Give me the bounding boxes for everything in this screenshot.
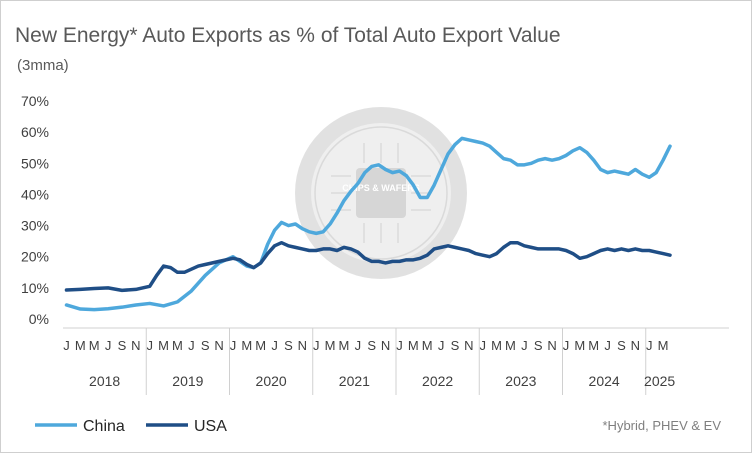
x-month-label: S [617,338,626,353]
y-tick-label: 10% [21,280,49,296]
x-month-label: M [172,338,183,353]
x-month-label: M [574,338,585,353]
x-month-label: M [158,338,169,353]
x-month-label: N [631,338,640,353]
x-month-label: N [298,338,307,353]
y-axis: 0% 10% 20% 30% 40% 50% 60% 70% [21,93,49,327]
x-year-label: 2024 [589,373,620,389]
x-year-label: 2023 [505,373,536,389]
y-tick-label: 50% [21,155,49,171]
x-month-label: M [339,338,350,353]
y-tick-label: 20% [21,249,49,265]
x-month-label: S [367,338,376,353]
x-year-label: 2020 [256,373,287,389]
legend: China USA [35,418,227,435]
chart-subtitle: (3mma) [17,57,69,74]
legend-label-china: China [83,418,125,435]
x-month-label: S [534,338,543,353]
x-month-label: M [408,338,419,353]
x-month-label: N [547,338,556,353]
series-line-usa [64,240,672,293]
x-month-label: M [658,338,669,353]
series-group [64,136,672,312]
y-tick-label: 70% [21,93,49,109]
x-month-label: M [255,338,266,353]
x-month-label: S [201,338,210,353]
x-month-label: M [505,338,516,353]
x-year-label: 2022 [422,373,453,389]
x-month-label: M [75,338,86,353]
x-month-label: N [214,338,223,353]
chart-title: New Energy* Auto Exports as % of Total A… [15,24,561,47]
x-month-label: J [479,338,486,353]
x-month-label: J [604,338,611,353]
x-month-label: J [188,338,195,353]
x-month-label: M [491,338,502,353]
x-month-label: M [422,338,433,353]
x-month-label: J [63,338,70,353]
x-month-label: J [230,338,237,353]
x-month-label: S [451,338,460,353]
x-month-label: N [381,338,390,353]
x-month-label: J [438,338,445,353]
legend-label-usa: USA [194,418,227,435]
x-year-label: 2019 [172,373,203,389]
x-month-label: J [313,338,320,353]
x-month-label: J [146,338,153,353]
x-month-label: J [271,338,278,353]
y-tick-label: 40% [21,186,49,202]
watermark-logo: CHIPS & WAFERS [295,107,467,279]
watermark-text: CHIPS & WAFERS [342,183,420,193]
x-month-label: J [521,338,528,353]
y-tick-label: 60% [21,124,49,140]
x-month-label: S [284,338,293,353]
x-month-label: J [396,338,403,353]
x-month-label: M [588,338,599,353]
x-month-label: J [646,338,653,353]
x-month-label: S [118,338,127,353]
x-year-label: 2025 [644,373,675,389]
y-tick-label: 30% [21,218,49,234]
x-month-label: J [563,338,570,353]
y-tick-label: 0% [29,311,49,327]
x-month-label: N [131,338,140,353]
footnote: *Hybrid, PHEV & EV [603,418,722,433]
x-month-label: M [241,338,252,353]
x-month-label: M [89,338,100,353]
x-month-label: J [355,338,362,353]
x-year-label: 2021 [339,373,370,389]
x-year-label: 2018 [89,373,120,389]
x-month-label: M [325,338,336,353]
x-month-label: J [105,338,112,353]
x-month-label: N [464,338,473,353]
